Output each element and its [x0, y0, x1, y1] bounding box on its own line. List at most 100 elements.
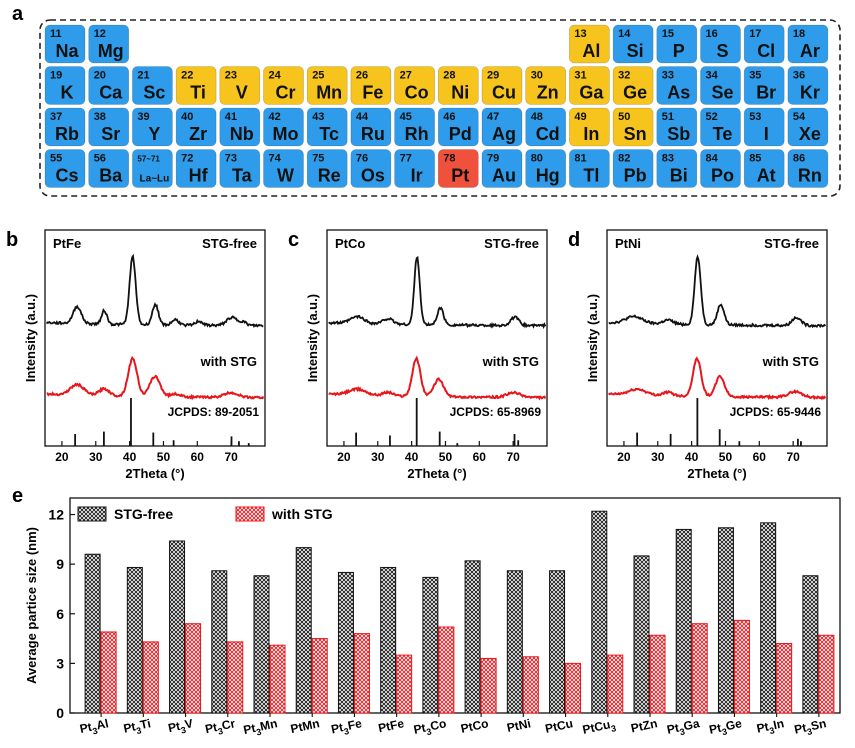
x-tick-label: 70: [786, 450, 800, 464]
element-number: 33: [662, 70, 674, 82]
bar-stg-free: [760, 522, 777, 714]
x-tick-label: Pt3Cr: [204, 716, 238, 739]
x-tick-label: 60: [191, 450, 205, 464]
element-number: 31: [574, 70, 586, 82]
element-symbol: I: [764, 124, 769, 144]
y-axis-label: Intensity (a.u.): [23, 294, 38, 382]
series-line-with-stg: [46, 355, 265, 401]
bar-stg-free: [675, 528, 692, 714]
element-symbol: Cu: [492, 83, 516, 103]
element-tile: [700, 24, 741, 64]
bar-with-stg: [691, 623, 708, 714]
element-tile: [700, 107, 741, 147]
element-symbol: Te: [713, 124, 733, 144]
x-tick-label: 40: [685, 450, 699, 464]
x-tick-label: 30: [651, 450, 665, 464]
series-label: STG-free: [484, 236, 539, 251]
element-symbol: Mn: [316, 83, 342, 103]
element-number: 11: [50, 28, 62, 40]
bar-stg-free: [802, 575, 819, 714]
element-number: 79: [487, 153, 499, 165]
element-symbol: Ti: [190, 83, 206, 103]
x-tick-label: 60: [753, 450, 767, 464]
element-symbol: Rb: [55, 124, 79, 144]
y-axis-label: Intensity (a.u.): [585, 294, 600, 382]
element-symbol: Ga: [579, 83, 604, 103]
element-tile: [612, 66, 654, 105]
element-tile: [743, 107, 785, 147]
element-symbol: Co: [405, 83, 429, 103]
element-number: 21: [137, 70, 149, 82]
element-number: 12: [94, 28, 106, 40]
x-tick-label: PtCu3: [581, 716, 617, 739]
element-number: 72: [181, 153, 193, 165]
legend-label: with STG: [271, 506, 333, 522]
element-la-lu: 57~71 La~Lu: [132, 149, 173, 188]
plot-frame: [69, 497, 841, 714]
element-y: 39Y: [132, 107, 173, 147]
element-symbol: Sb: [667, 124, 690, 144]
element-number: 26: [356, 70, 368, 82]
element-number: 25: [312, 70, 324, 82]
element-symbol: Os: [361, 166, 385, 186]
bar-stg-free: [295, 547, 312, 714]
element-tile: [612, 107, 654, 147]
x-tick-label: Pt3Ga: [666, 716, 702, 740]
element-tile: [569, 107, 610, 147]
xrd-panel-ptni: d PtNi STG-free with STG JCPDS: 65-9446 20 30 4…: [568, 229, 828, 481]
element-number: 77: [400, 153, 412, 165]
element-tile: [700, 66, 741, 105]
series-label: with STG: [762, 354, 819, 369]
element-symbol: Rn: [798, 166, 822, 186]
element-i: 53I: [743, 107, 785, 147]
periodic-table: 11Na12Mg13Al14Si15P16S17Cl18Ar19K20Ca21S…: [44, 24, 829, 188]
element-symbol: Ru: [361, 124, 385, 144]
element-number: 16: [706, 28, 718, 40]
element-symbol: Se: [711, 83, 733, 103]
x-tick-label: PtCo: [459, 716, 489, 736]
element-number: 73: [225, 153, 237, 165]
element-number: 35: [749, 70, 761, 82]
x-tick-label: PtNi: [506, 716, 532, 735]
reference-label: JCPDS: 65-9446: [730, 405, 822, 419]
x-tick-label: 40: [123, 450, 137, 464]
bar-with-stg: [185, 623, 202, 714]
series-line-with-stg: [607, 356, 827, 401]
element-number: 40: [181, 111, 193, 123]
element-symbol: Ta: [232, 166, 253, 186]
periodic-table-frame: [39, 19, 841, 197]
y-tick-label: 12: [48, 507, 64, 523]
element-tile: [394, 149, 435, 188]
element-tile: [743, 66, 785, 105]
bar-with-stg: [649, 634, 666, 714]
element-number: 37: [50, 111, 62, 123]
panel-letter-a: a: [12, 3, 24, 25]
x-tick-label: 50: [439, 450, 453, 464]
element-number: 34: [706, 70, 719, 82]
element-tile: [525, 66, 567, 105]
legend-swatch: [235, 506, 265, 522]
element-tile: [612, 24, 654, 64]
x-tick-label: 30: [89, 450, 103, 464]
element-tile: [481, 149, 523, 188]
bar-stg-free: [380, 566, 397, 714]
